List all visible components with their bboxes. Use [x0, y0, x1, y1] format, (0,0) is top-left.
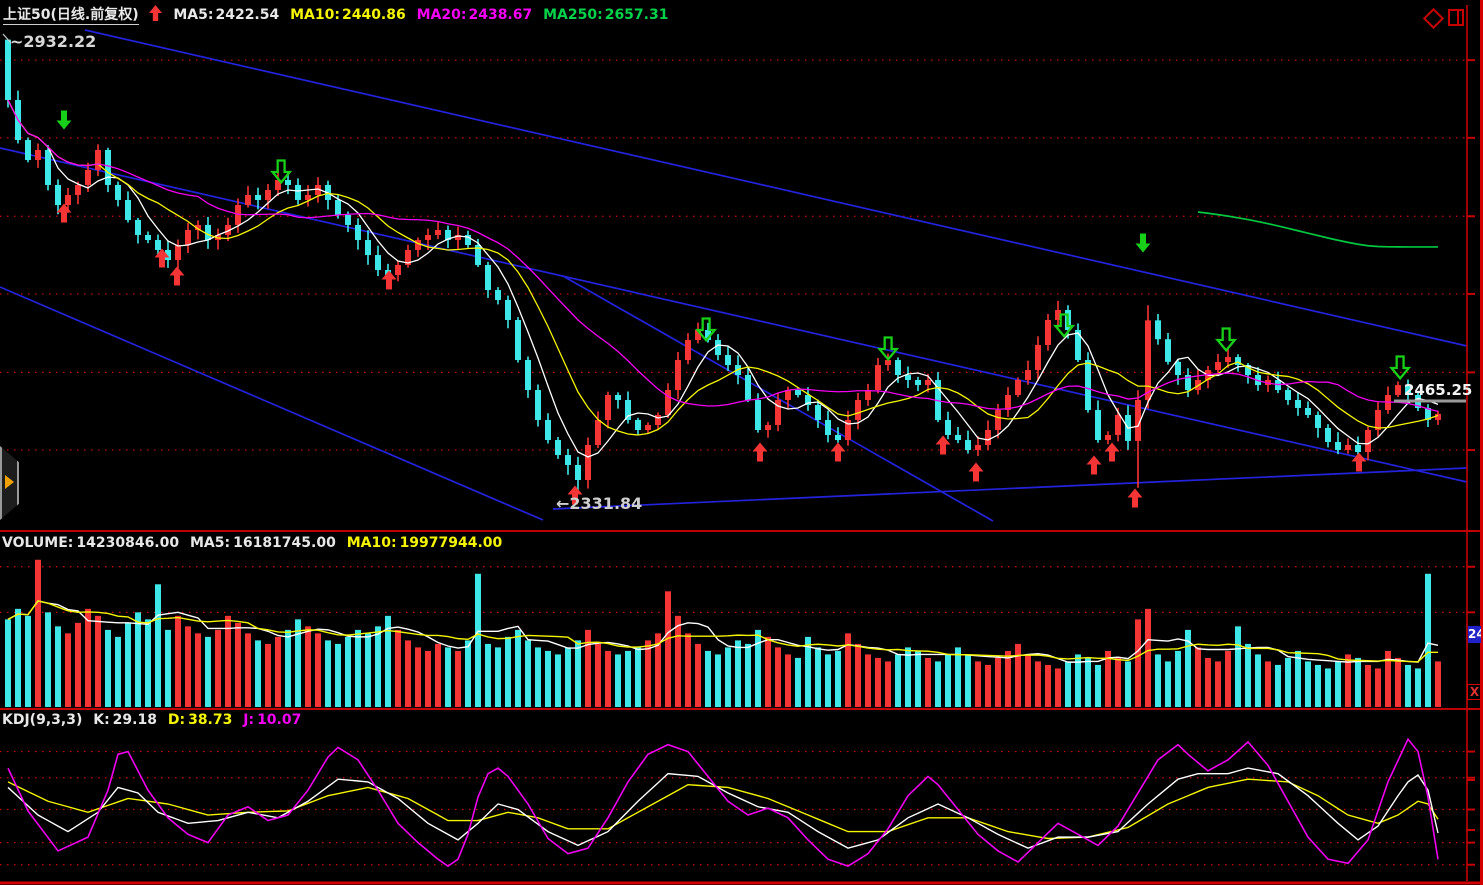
ma5-label: MA5:	[173, 7, 214, 23]
pane-close-button[interactable]: X	[1467, 684, 1482, 700]
kdj-k-value: 29.18	[112, 712, 157, 728]
kdj-title[interactable]: KDJ(9,3,3)	[2, 712, 83, 728]
ma10-label: MA10:	[290, 7, 340, 23]
ma20-label: MA20:	[416, 7, 467, 23]
vol-ma5-value: 16181745.00	[233, 535, 336, 551]
ma5-value: 2422.54	[215, 7, 280, 23]
vol-ma10-label: MA10:	[346, 535, 397, 551]
ma20-value: 2438.67	[468, 7, 533, 23]
vol-ma10-value: 19977944.00	[399, 535, 503, 551]
volume-pane-header: VOLUME: 14230846.00 MA5: 16181745.00 MA10:…	[2, 535, 508, 551]
ma250-label: MA250:	[543, 7, 603, 23]
last-price-label: 2465.25	[1404, 381, 1473, 399]
symbol-title[interactable]: 上证50(日线.前复权)	[3, 7, 139, 25]
ma250-value: 2657.31	[604, 7, 669, 23]
ma10-value: 2440.86	[341, 7, 406, 23]
volume-axis-badge: 24	[1468, 626, 1481, 643]
expand-arrow-icon	[5, 475, 14, 489]
peak-price-annotation: ~2932.22	[10, 32, 97, 51]
vol-ma5-label: MA5:	[189, 535, 231, 551]
volume-value: 14230846.00	[76, 535, 180, 551]
split-window-icon[interactable]	[1448, 9, 1464, 26]
trough-price-annotation: ←2331.84	[556, 494, 643, 513]
kdj-d-value: 38.73	[188, 712, 233, 728]
volume-label: VOLUME:	[2, 535, 74, 551]
kdj-k-label: K:	[93, 712, 110, 728]
kdj-pane-header: KDJ(9,3,3) K: 29.18 D: 38.73 J: 10.07	[2, 712, 307, 728]
kdj-j-value: 10.07	[257, 712, 302, 728]
kdj-d-label: D:	[167, 712, 186, 728]
up-arrow-icon	[149, 5, 163, 25]
kdj-j-label: J:	[243, 712, 255, 728]
main-chart-header: 上证50(日线.前复权) MA5: 2422.54 MA10: 2440.86 MA…	[3, 4, 674, 25]
